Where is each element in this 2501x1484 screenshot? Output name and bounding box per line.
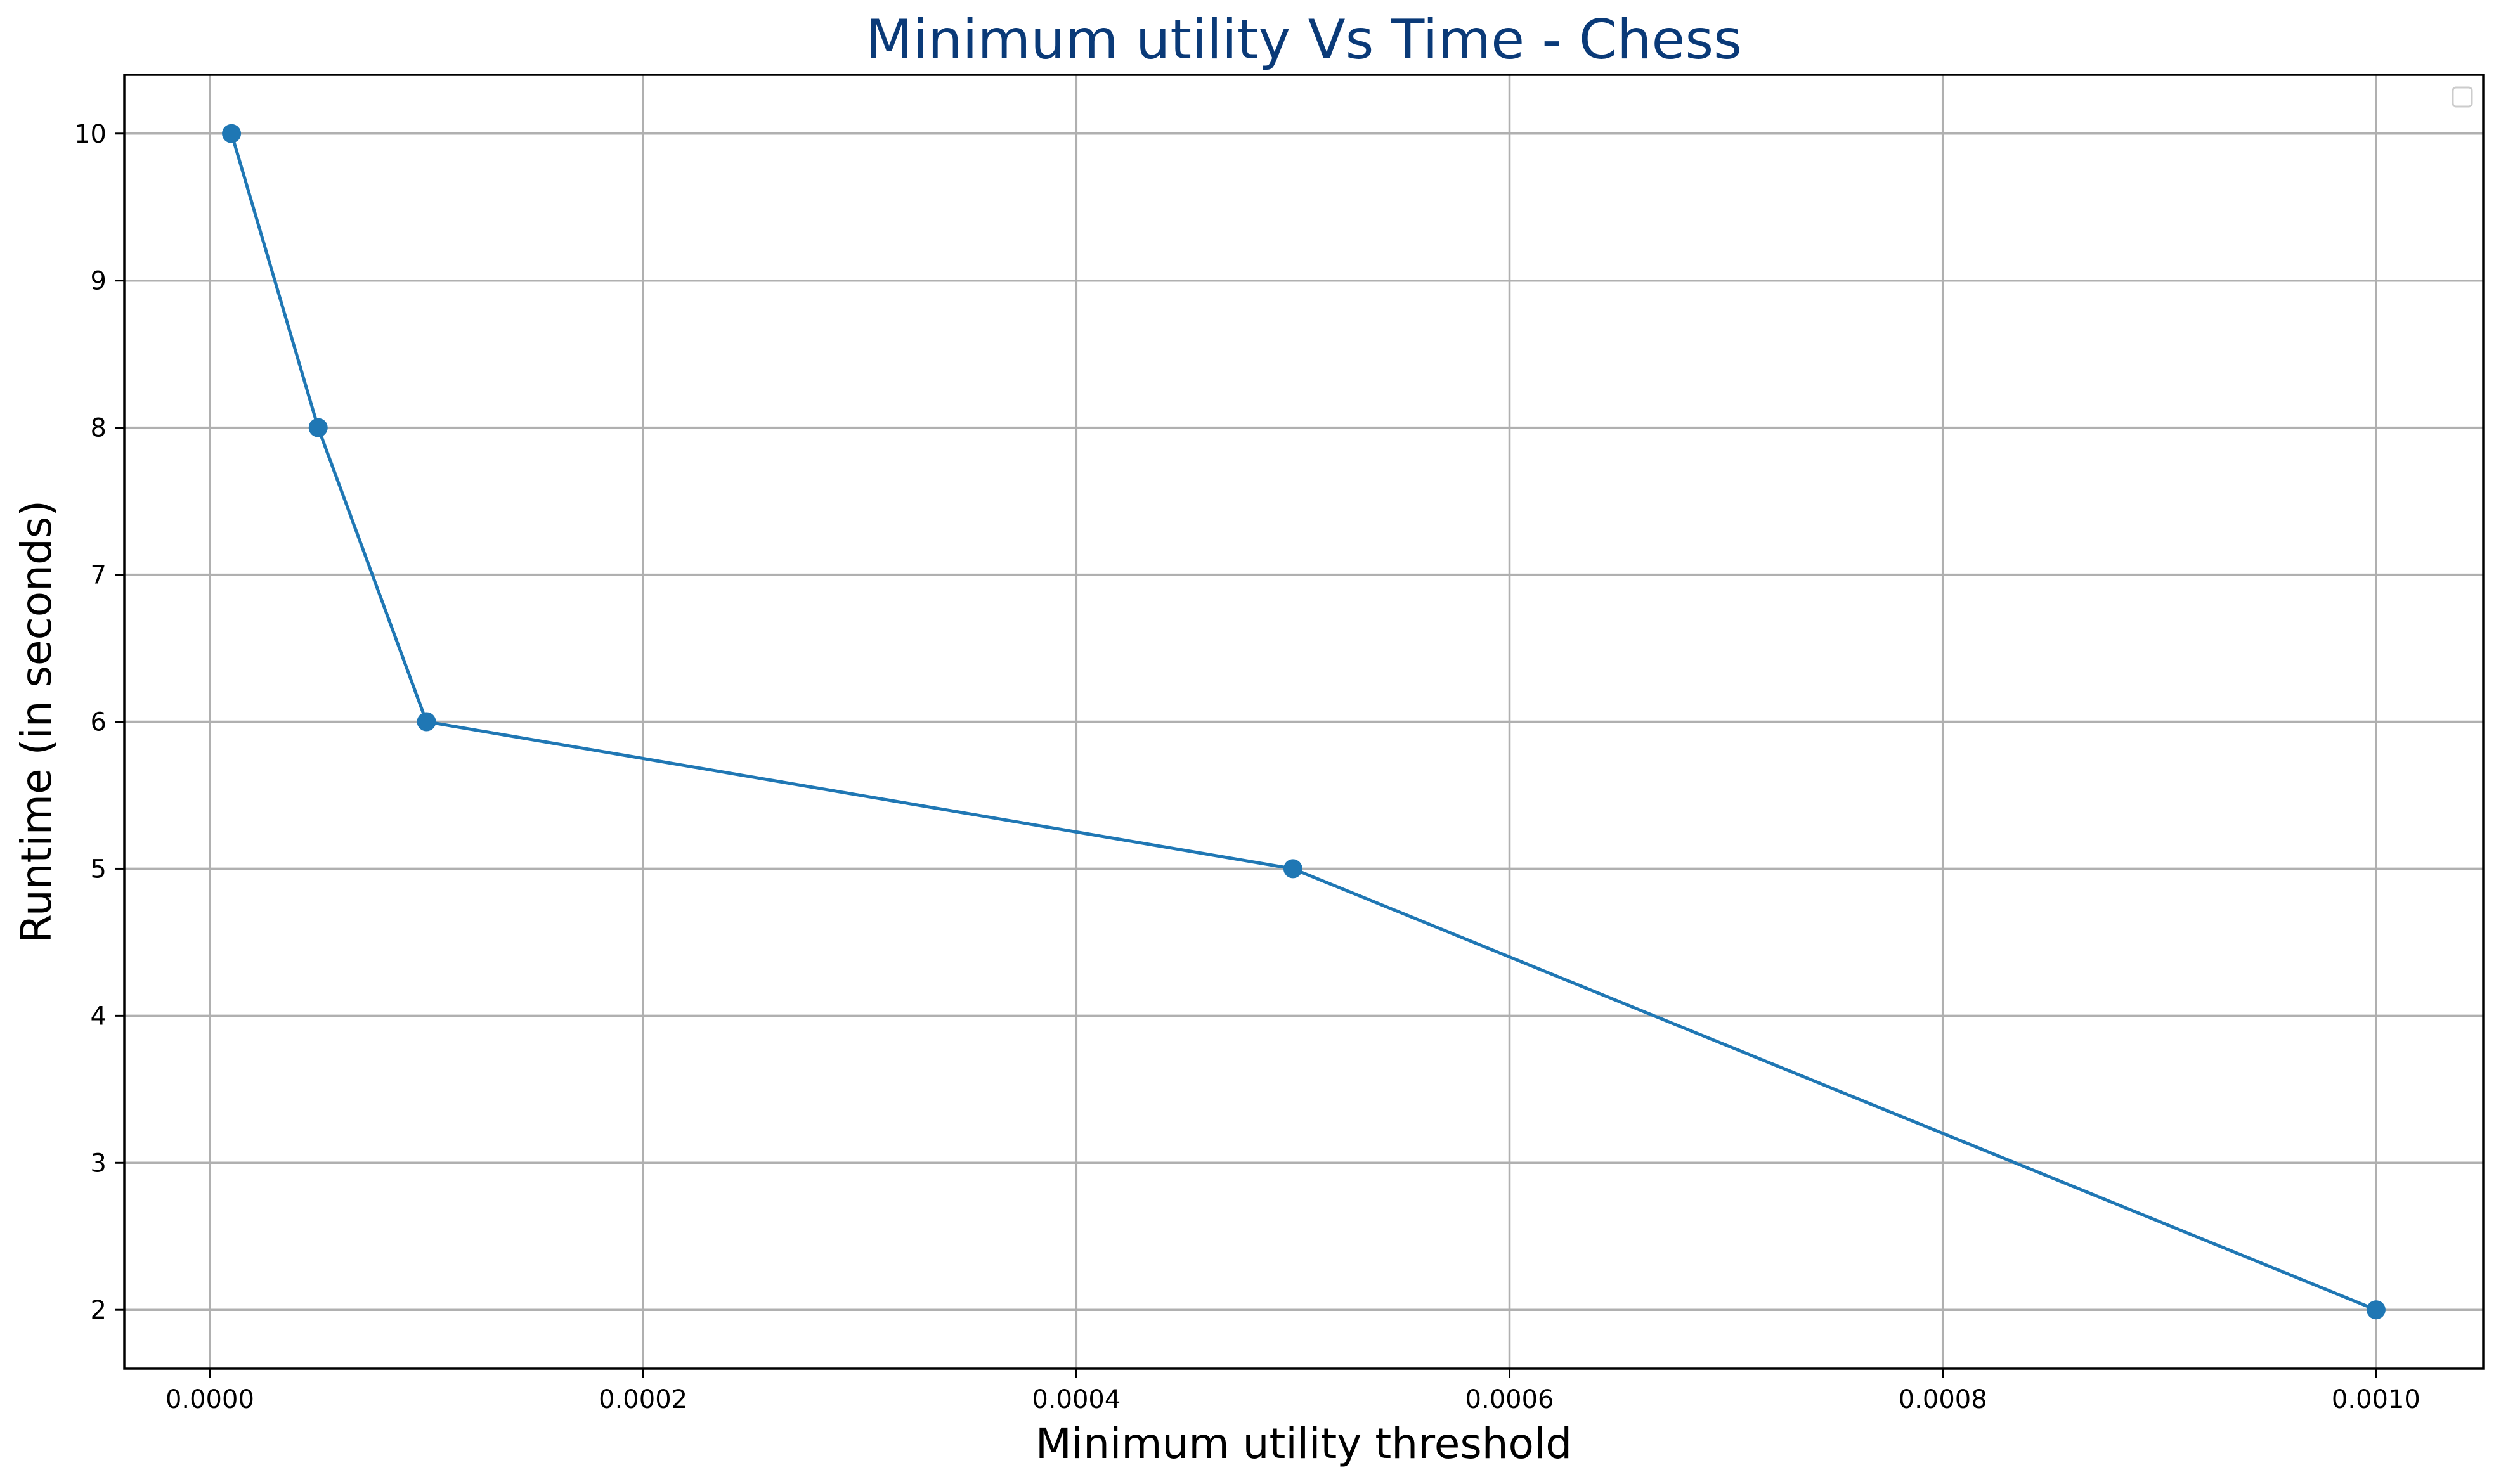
x-tick-label: 0.0000: [166, 1385, 254, 1414]
y-axis-label: Runtime (in seconds): [12, 500, 61, 943]
y-tick-label: 6: [91, 708, 107, 737]
series-layer: [222, 124, 2386, 1320]
y-tick-label: 3: [91, 1149, 107, 1178]
legend-box: [2452, 86, 2473, 108]
data-point: [417, 712, 436, 732]
plot-area-frame: [123, 74, 2485, 1370]
y-tick-label: 5: [91, 855, 107, 884]
x-tick-label: 0.0004: [1032, 1385, 1121, 1414]
x-tick-label: 0.0006: [1465, 1385, 1554, 1414]
grid-layer: [124, 75, 2483, 1369]
tick-layer: 0.0000 0.0002 0.0004 0.0006 0.0008 0.0010 2 3 4 5…: [74, 120, 2420, 1414]
data-point: [1283, 859, 1302, 879]
y-tick-label: 8: [91, 414, 107, 443]
y-tick-label: 10: [74, 120, 107, 149]
x-tick-label: 0.0002: [599, 1385, 687, 1414]
y-tick-label: 9: [91, 267, 107, 296]
chart-title: Minimum utility Vs Time - Chess: [866, 8, 1742, 72]
x-tick-label: 0.0010: [2332, 1385, 2420, 1414]
y-tick-label: 7: [91, 561, 107, 590]
y-tick-label: 2: [91, 1296, 107, 1325]
data-point: [308, 418, 328, 437]
y-tick-label: 4: [91, 1002, 107, 1031]
data-point: [222, 124, 242, 143]
x-axis-label: Minimum utility threshold: [1036, 1419, 1572, 1468]
data-point: [2366, 1300, 2386, 1320]
x-tick-label: 0.0008: [1899, 1385, 1987, 1414]
